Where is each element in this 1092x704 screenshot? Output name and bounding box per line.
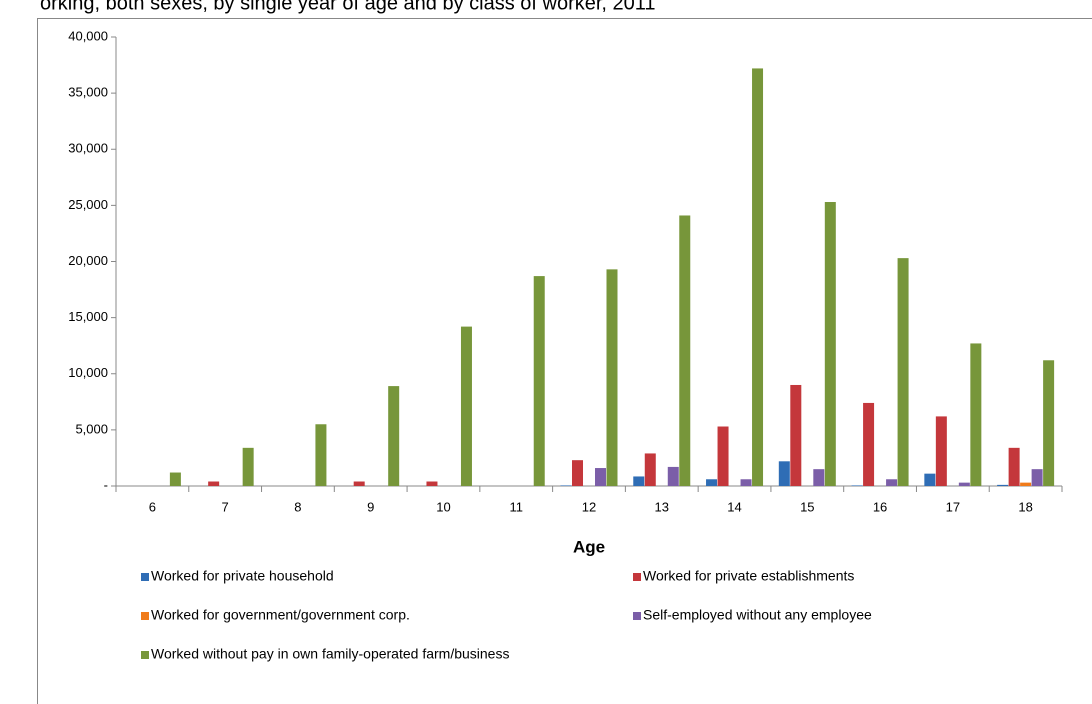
bar [667, 466, 679, 486]
bar [706, 479, 718, 486]
bar [679, 215, 691, 487]
legend-text: Worked without pay in own family-operate… [151, 646, 509, 662]
x-tick-label: 14 [727, 499, 741, 514]
legend-swatch [141, 612, 149, 620]
legend-swatch [141, 573, 149, 581]
bar [851, 485, 863, 486]
bar [242, 447, 254, 486]
y-tick-label: 40,000 [68, 28, 108, 43]
legend-swatch [633, 573, 641, 581]
bar [717, 426, 729, 486]
bar [169, 472, 181, 486]
bar [1043, 360, 1055, 486]
bar [560, 485, 572, 486]
bar [824, 202, 836, 486]
legend-text: Worked for private establishments [643, 568, 854, 584]
bar [970, 343, 982, 486]
bar [315, 424, 327, 486]
bar [353, 481, 365, 486]
bar [644, 453, 656, 486]
y-tick-label: 5,000 [75, 421, 108, 436]
y-tick-label: 30,000 [68, 141, 108, 156]
bar [533, 276, 545, 486]
bar [924, 473, 936, 486]
x-tick-label: 16 [873, 499, 887, 514]
y-tick-label: - [104, 477, 108, 492]
y-tick-label: 20,000 [68, 253, 108, 268]
bar [813, 469, 825, 486]
bar [997, 484, 1009, 486]
bar [958, 482, 970, 486]
x-tick-label: 13 [655, 499, 669, 514]
bar [790, 384, 802, 486]
x-tick-label: 8 [294, 499, 301, 514]
bar [595, 468, 606, 486]
bar [572, 460, 583, 486]
bar [388, 386, 400, 486]
bar [935, 416, 947, 486]
bar [460, 326, 472, 486]
x-tick-label: 12 [582, 499, 596, 514]
x-tick-label: 9 [367, 499, 374, 514]
bar [863, 402, 875, 486]
chart-title: orking, both sexes, by single year of ag… [40, 0, 656, 14]
y-tick-label: 35,000 [68, 85, 108, 100]
bar [633, 476, 645, 486]
y-tick-label: 25,000 [68, 197, 108, 212]
x-tick-label: 6 [149, 499, 156, 514]
bar [208, 481, 220, 486]
x-tick-label: 18 [1018, 499, 1032, 514]
x-axis-title: Age [573, 537, 605, 556]
bar [886, 479, 898, 486]
legend-text: Worked for private household [151, 568, 334, 584]
bar [778, 461, 790, 486]
legend-text: Worked for government/government corp. [151, 607, 410, 623]
y-tick-label: 15,000 [68, 309, 108, 324]
y-tick-label: 10,000 [68, 365, 108, 380]
x-tick-label: 10 [436, 499, 450, 514]
bar [1008, 447, 1020, 486]
legend-swatch [633, 612, 641, 620]
bar [740, 479, 752, 486]
bar [752, 68, 764, 487]
x-tick-label: 7 [222, 499, 229, 514]
x-tick-label: 11 [509, 499, 523, 514]
legend-swatch [141, 651, 149, 659]
bar [1020, 482, 1032, 486]
bar [606, 269, 618, 486]
x-tick-label: 17 [946, 499, 960, 514]
x-tick-label: 15 [800, 499, 814, 514]
bar [1031, 469, 1043, 486]
chart-border [37, 18, 1092, 704]
legend-text: Self-employed without any employee [643, 607, 872, 623]
bar [426, 481, 438, 486]
bar [897, 258, 909, 486]
